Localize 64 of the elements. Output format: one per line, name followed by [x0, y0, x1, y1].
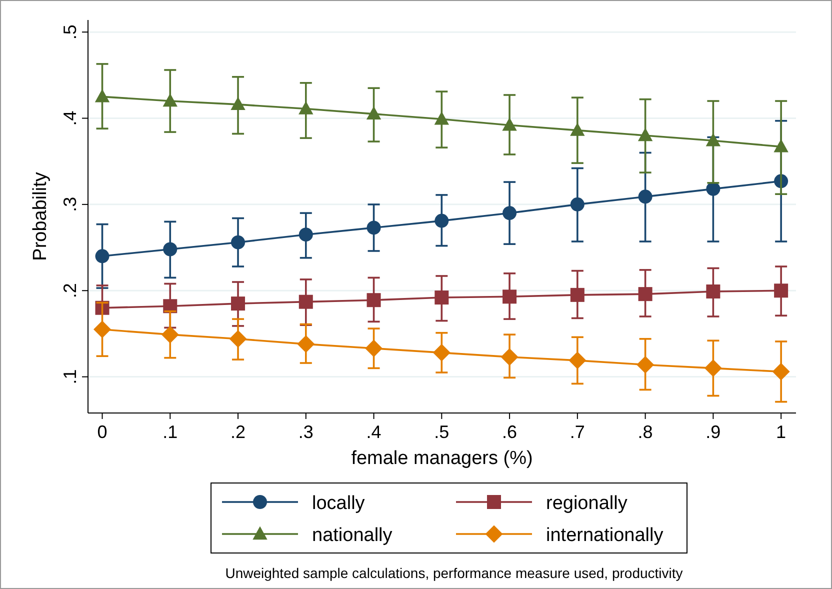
x-tick-label: 0 — [97, 422, 108, 442]
y-tick-label: .2 — [60, 283, 80, 298]
x-tick-label: .8 — [638, 422, 653, 442]
point — [94, 320, 112, 338]
legend-label: locally — [312, 493, 366, 514]
x-tick-label: .7 — [570, 422, 585, 442]
x-tick-label: .4 — [366, 422, 382, 442]
x-tick-label: .2 — [230, 422, 246, 442]
point — [298, 294, 313, 309]
point — [231, 296, 246, 311]
y-tick-label: .3 — [60, 196, 80, 212]
point — [774, 138, 788, 152]
point — [163, 242, 178, 256]
y-tick-label: .1 — [60, 369, 80, 384]
legend-label: nationally — [312, 525, 393, 546]
x-tick-label: .5 — [434, 422, 450, 442]
point — [298, 101, 314, 114]
point — [366, 106, 382, 120]
y-tick-label: .4 — [60, 110, 80, 126]
point — [570, 288, 584, 302]
point — [365, 340, 383, 358]
point — [638, 128, 653, 142]
point — [231, 235, 246, 250]
x-tick-label: 1 — [776, 422, 786, 442]
point — [432, 344, 450, 362]
point — [638, 190, 652, 204]
point — [772, 362, 790, 380]
point — [366, 293, 381, 308]
point — [636, 356, 654, 374]
legend-label: internationally — [546, 525, 664, 546]
point — [162, 93, 178, 107]
point — [570, 122, 585, 136]
point — [298, 228, 313, 242]
point — [502, 117, 517, 131]
point — [706, 284, 720, 298]
x-axis-title: female managers (%) — [351, 448, 533, 469]
point — [638, 287, 652, 302]
y-axis-title: Probability — [30, 172, 51, 261]
point — [774, 284, 788, 298]
point — [502, 290, 517, 304]
point — [297, 335, 315, 353]
y-tick-label: .5 — [60, 24, 80, 40]
point — [500, 348, 518, 366]
point — [366, 220, 381, 235]
x-tick-label: .3 — [298, 422, 314, 442]
legend-label: regionally — [546, 493, 628, 514]
point — [94, 89, 110, 102]
point — [161, 326, 179, 344]
point — [434, 111, 450, 125]
point — [434, 214, 449, 228]
x-tick-label: .6 — [502, 422, 518, 442]
text: Unweighted sample calculations, performance measure used, productivity — [225, 565, 683, 581]
point — [706, 182, 720, 196]
point — [706, 132, 721, 146]
point — [95, 249, 110, 264]
x-tick-label: .9 — [706, 422, 721, 442]
point — [502, 206, 517, 220]
point — [230, 96, 246, 110]
point — [570, 197, 584, 212]
point — [229, 330, 247, 348]
point — [704, 359, 722, 377]
point — [434, 290, 449, 305]
x-tick-label: .1 — [162, 422, 178, 442]
point — [568, 352, 586, 370]
